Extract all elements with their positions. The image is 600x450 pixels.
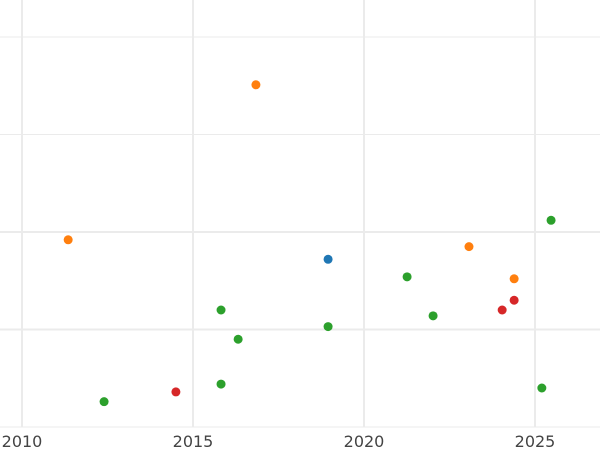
- data-point: [464, 242, 474, 252]
- x-tick-label: 2010: [2, 432, 43, 450]
- data-point: [99, 397, 109, 407]
- grid: [0, 0, 600, 428]
- x-axis-ticks: 2010 2015 2020 2025: [2, 432, 556, 450]
- data-points: [63, 80, 556, 407]
- data-point: [216, 305, 226, 315]
- data-point: [251, 80, 261, 90]
- data-point: [323, 322, 333, 332]
- data-point: [216, 379, 226, 389]
- data-point: [497, 305, 507, 315]
- data-point: [509, 295, 519, 305]
- x-tick-label: 2020: [344, 432, 385, 450]
- data-point: [428, 311, 438, 321]
- data-point: [546, 215, 556, 225]
- data-point: [63, 235, 73, 245]
- data-point: [171, 387, 181, 397]
- x-tick-label: 2015: [173, 432, 214, 450]
- data-point: [509, 274, 519, 284]
- data-point: [537, 383, 547, 393]
- x-tick-label: 2025: [515, 432, 556, 450]
- data-point: [323, 254, 333, 264]
- data-point: [233, 334, 243, 344]
- data-point: [402, 272, 412, 282]
